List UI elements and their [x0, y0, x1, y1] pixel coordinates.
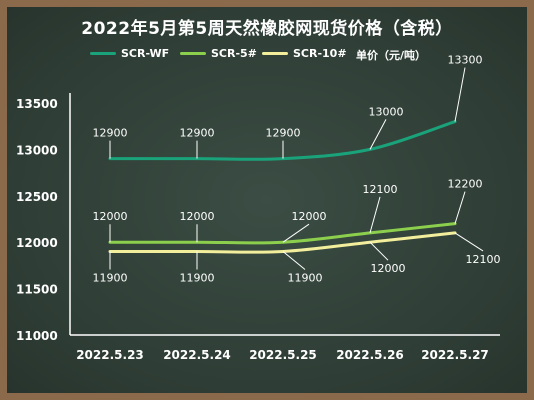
y-tick-label: 13000	[16, 143, 58, 157]
data-label: 12000	[292, 210, 327, 223]
data-label: 12100	[363, 183, 398, 196]
data-label: 12100	[466, 253, 501, 266]
x-tick-label: 2022.5.27	[421, 348, 489, 362]
x-tick-label: 2022.5.24	[163, 348, 231, 362]
legend-item-scr-wf: SCR-WF	[90, 47, 169, 60]
legend-label-scr-wf: SCR-WF	[121, 47, 170, 60]
y-tick-label: 11000	[16, 329, 58, 343]
y-tick-label: 11500	[16, 283, 58, 297]
data-label-leader	[454, 191, 466, 224]
data-label-leader	[282, 223, 310, 243]
legend: SCR-WF SCR-5# SCR-10#	[0, 47, 534, 63]
data-label-leader	[454, 232, 484, 252]
y-tick-label: 12500	[16, 190, 58, 204]
legend-item-scr-10: SCR-10#	[262, 47, 347, 60]
legend-swatch-scr-5	[180, 52, 206, 55]
legend-label-scr-5: SCR-5#	[211, 47, 257, 60]
board-surface	[7, 7, 527, 393]
legend-item-scr-5: SCR-5#	[180, 47, 257, 60]
legend-swatch-scr-10	[262, 52, 288, 55]
data-label: 12900	[180, 127, 215, 140]
y-tick-label: 13500	[16, 97, 58, 111]
legend-label-scr-10: SCR-10#	[293, 47, 347, 60]
data-label-leader	[369, 241, 389, 261]
data-label: 13300	[448, 54, 483, 67]
legend-swatch-scr-wf	[90, 52, 116, 55]
data-label: 11900	[288, 271, 323, 284]
data-label: 12000	[180, 210, 215, 223]
data-label: 11900	[93, 271, 128, 284]
data-label: 13000	[369, 105, 404, 118]
data-label-leader	[282, 251, 306, 270]
unit-label: 单价（元/吨）	[356, 49, 427, 62]
data-label-leader	[369, 196, 381, 234]
data-label-leader	[369, 119, 387, 150]
data-label: 12000	[371, 262, 406, 275]
data-label-leader	[454, 67, 466, 122]
x-tick-label: 2022.5.23	[76, 348, 144, 362]
chart-title: 2022年5月第5周天然橡胶网现货价格（含税）	[81, 19, 453, 39]
data-label: 12000	[93, 210, 128, 223]
data-label: 12900	[266, 127, 301, 140]
x-tick-label: 2022.5.26	[336, 348, 404, 362]
data-label: 12200	[448, 178, 483, 191]
y-tick-label: 12000	[16, 236, 58, 250]
x-tick-label: 2022.5.25	[249, 348, 317, 362]
data-label: 12900	[93, 127, 128, 140]
data-label: 11900	[180, 271, 215, 284]
